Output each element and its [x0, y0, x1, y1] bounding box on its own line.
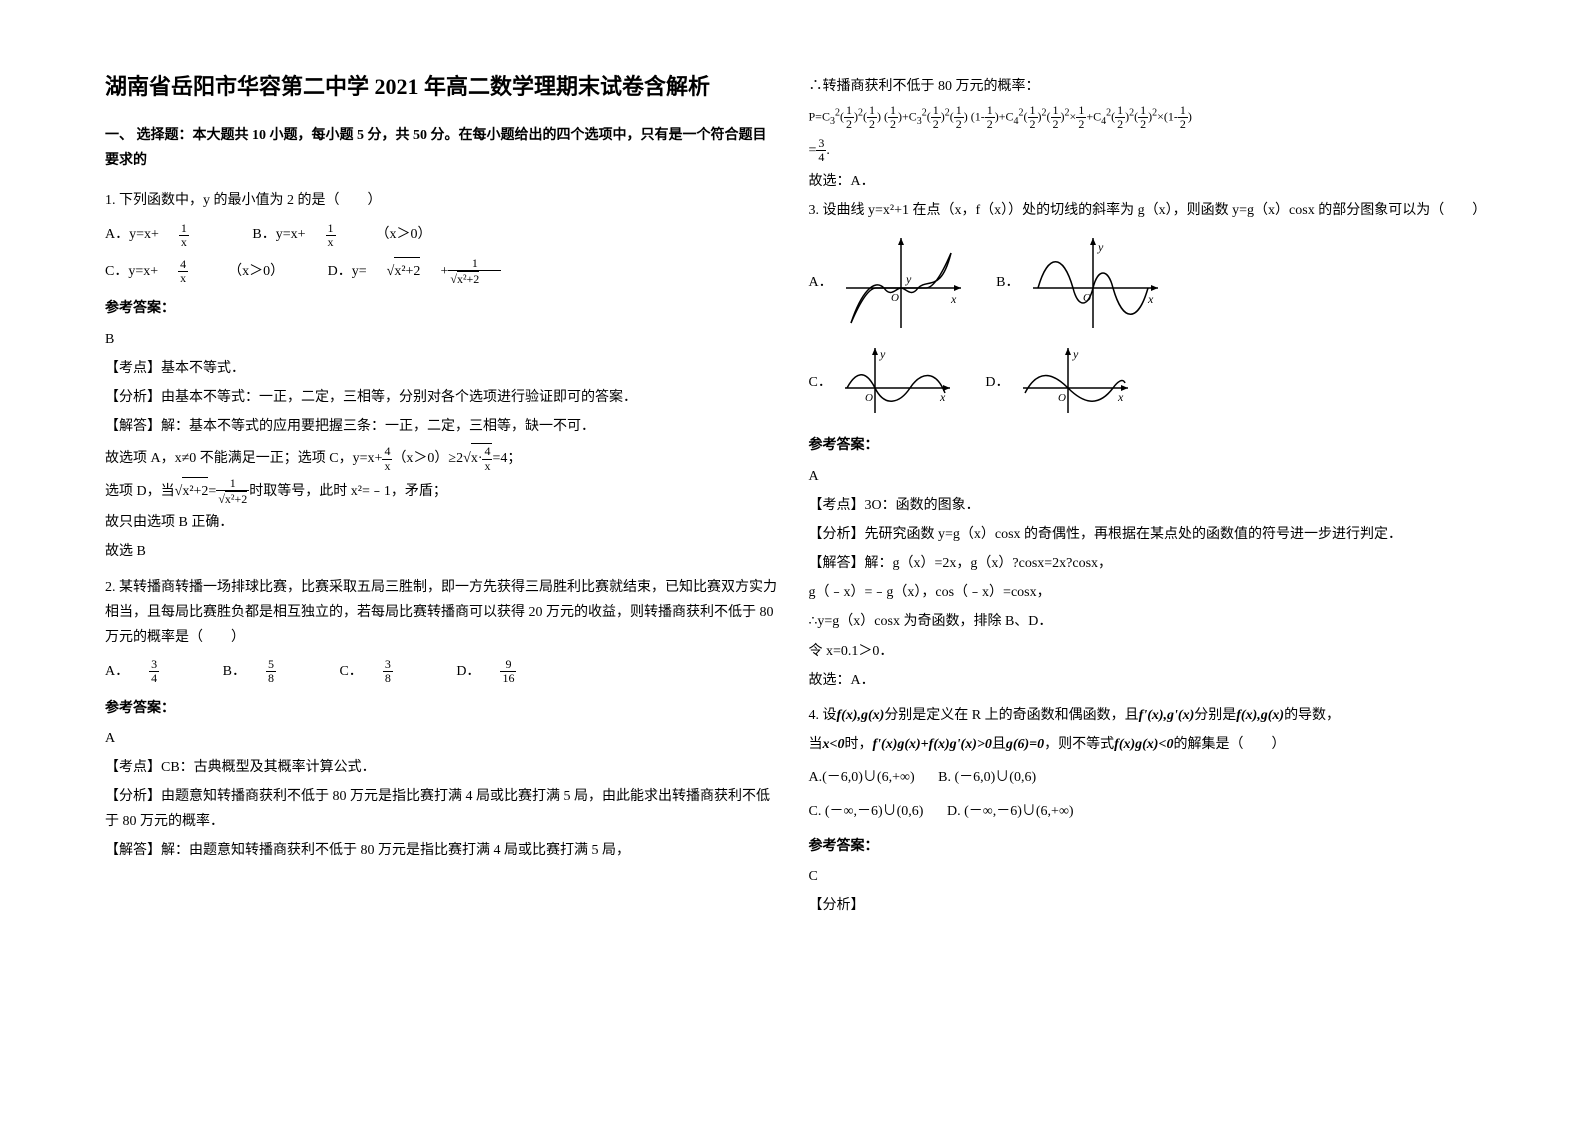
q3-line1: g（﹣x）=﹣g（x），cos（﹣x）=cosx，: [809, 580, 1483, 605]
svg-text:y: y: [879, 347, 886, 361]
q3-graphs-row1: A． y x O B．: [809, 233, 1483, 333]
q3-graphs-row2: C． y x O D．: [809, 343, 1483, 423]
svg-text:O: O: [1058, 392, 1066, 404]
q3-analysis: 【分析】先研究函数 y=g（x）cosx 的奇偶性，再根据在某点处的函数值的符号…: [809, 522, 1483, 547]
q3-point: 【考点】3O：函数的图象．: [809, 493, 1483, 518]
svg-text:x: x: [1117, 390, 1124, 404]
q3-graph-a: A． y x O: [809, 233, 967, 333]
q2-options: A．34 B．58 C．38 D．916: [105, 658, 779, 685]
left-column: 湖南省岳阳市华容第二中学 2021 年高二数学理期末试卷含解析 一、 选择题：本…: [90, 70, 794, 1082]
q1-options-row2: C．y=x+4x（x＞0） D．y=√x²+2+1√x²+2: [105, 257, 779, 286]
q4-options-row1: A.(－6,0)∪(6,+∞) B. (－6,0)∪(0,6): [809, 765, 1483, 790]
question-1: 1. 下列函数中，y 的最小值为 2 的是（ ） A．y=x+1x B．y=x+…: [105, 188, 779, 564]
q2-analysis: 【分析】由题意知转播商获利不低于 80 万元是指比赛打满 4 局或比赛打满 5 …: [105, 784, 779, 834]
q3-graph-c: C． y x O: [809, 343, 956, 423]
graph-c-svg: y x O: [835, 343, 955, 423]
q1-option-c: C．y=x+4x（x＞0）: [105, 258, 304, 285]
frac-1-x: 1x: [179, 222, 209, 249]
q1-option-d: D．y=√x²+2+1√x²+2: [328, 257, 542, 286]
q4-stem: 4. 设f(x),g(x)分别是定义在 R 上的奇函数和偶函数，且f'(x),g…: [809, 703, 1483, 728]
q2-point: 【考点】CB：古典概型及其概率计算公式．: [105, 755, 779, 780]
q1-option-b: B．y=x+1x（x＞0）: [252, 222, 451, 249]
q4-option-b: B. (－6,0)∪(0,6): [938, 765, 1036, 790]
svg-text:x: x: [1147, 292, 1154, 306]
q1-options-row1: A．y=x+1x B．y=x+1x（x＞0）: [105, 222, 779, 249]
svg-text:O: O: [891, 292, 899, 304]
q3-stem: 3. 设曲线 y=x²+1 在点（x，f（x））处的切线的斜率为 g（x），则函…: [809, 198, 1483, 223]
q4-options-row2: C. (－∞,－6)∪(0,6) D. (－∞,－6)∪(6,+∞): [809, 799, 1483, 824]
q1-solve: 【解答】解：基本不等式的应用要把握三条：一正，二定，三相等，缺一不可．: [105, 414, 779, 439]
q4-stem-2: 当x<0时，f'(x)g(x)+f(x)g'(x)>0且g(6)=0，则不等式f…: [809, 732, 1483, 757]
q1-line1: 故选项 A，x≠0 不能满足一正；选项 C，y=x+4x（x＞0）≥2√x·4x…: [105, 443, 779, 472]
graph-a-svg: y x O: [836, 233, 966, 333]
right-column: ∴转播商获利不低于 80 万元的概率： P=C32(12)2(12) (12)+…: [794, 70, 1498, 1082]
q2-conclusion: 故选：A．: [809, 169, 1483, 194]
q2-option-c: C．38: [339, 658, 432, 685]
q4-option-a: A.(－6,0)∪(6,+∞): [809, 765, 915, 790]
q1-point: 【考点】基本不等式．: [105, 356, 779, 381]
svg-text:x: x: [939, 390, 946, 404]
q2-answer-label: 参考答案：: [105, 696, 779, 721]
frac-1-sqrt: 1√x²+2: [448, 257, 521, 286]
q1-answer: B: [105, 327, 779, 352]
q1-stem: 1. 下列函数中，y 的最小值为 2 的是（ ）: [105, 188, 779, 213]
q4-option-d: D. (－∞,－6)∪(6,+∞): [947, 799, 1074, 824]
q3-answer: A: [809, 464, 1483, 489]
q1-line3: 故只由选项 B 正确．: [105, 510, 779, 535]
q2-stem: 2. 某转播商转播一场排球比赛，比赛采取五局三胜制，即一方先获得三局胜利比赛就结…: [105, 575, 779, 651]
q3-line2: ∴y=g（x）cosx 为奇函数，排除 B、D．: [809, 609, 1483, 634]
svg-text:O: O: [1083, 292, 1091, 304]
q2-solve: 【解答】解：由题意知转播商获利不低于 80 万元是指比赛打满 4 局或比赛打满 …: [105, 838, 779, 863]
q3-solve: 【解答】解：g（x）=2x，g（x）?cosx=2x?cosx，: [809, 551, 1483, 576]
q3-graph-d: D． y x O: [985, 343, 1133, 423]
q2-option-d: D．916: [456, 658, 556, 685]
prob-formula: P=C32(12)2(12) (12)+C32(12)2(12) (1-12)+…: [809, 104, 1483, 131]
frac-4-x: 4x: [178, 258, 208, 285]
frac-1-x-b: 1x: [326, 222, 356, 249]
q1-option-a: A．y=x+1x: [105, 222, 229, 249]
q4-answer-label: 参考答案：: [809, 834, 1483, 859]
svg-text:y: y: [1072, 347, 1079, 361]
q3-line4: 故选：A．: [809, 668, 1483, 693]
question-2: 2. 某转播商转播一场排球比赛，比赛采取五局三胜制，即一方先获得三局胜利比赛就结…: [105, 575, 779, 864]
q3-graph-b: B． y x O: [996, 233, 1163, 333]
question-3: 3. 设曲线 y=x²+1 在点（x，f（x））处的切线的斜率为 g（x），则函…: [809, 198, 1483, 693]
q1-answer-label: 参考答案：: [105, 296, 779, 321]
prob-line-top: ∴转播商获利不低于 80 万元的概率：: [809, 74, 1483, 99]
svg-text:y: y: [1097, 240, 1104, 254]
svg-text:y: y: [905, 272, 912, 286]
main-title: 湖南省岳阳市华容第二中学 2021 年高二数学理期末试卷含解析: [105, 70, 779, 103]
question-4: 4. 设f(x),g(x)分别是定义在 R 上的奇函数和偶函数，且f'(x),g…: [809, 703, 1483, 918]
section-1-header: 一、 选择题：本大题共 10 小题，每小题 5 分，共 50 分。在每小题给出的…: [105, 123, 779, 173]
graph-b-svg: y x O: [1023, 233, 1163, 333]
q4-option-c: C. (－∞,－6)∪(0,6): [809, 799, 924, 824]
q1-line4: 故选 B: [105, 539, 779, 564]
q1-line2: 选项 D，当√x²+2=1√x²+2时取等号，此时 x²=﹣1，矛盾；: [105, 477, 779, 506]
svg-text:x: x: [950, 292, 957, 306]
q2-option-a: A．34: [105, 658, 199, 685]
q3-line3: 令 x=0.1＞0．: [809, 639, 1483, 664]
q1-analysis: 【分析】由基本不等式：一正，二定，三相等，分别对各个选项进行验证即可的答案．: [105, 385, 779, 410]
graph-d-svg: y x O: [1013, 343, 1133, 423]
q4-analysis: 【分析】: [809, 893, 1483, 918]
prob-result: =34.: [809, 137, 1483, 164]
q2-answer: A: [105, 726, 779, 751]
q4-answer: C: [809, 864, 1483, 889]
svg-text:O: O: [865, 392, 873, 404]
q2-option-b: B．58: [223, 658, 316, 685]
q3-answer-label: 参考答案：: [809, 433, 1483, 458]
